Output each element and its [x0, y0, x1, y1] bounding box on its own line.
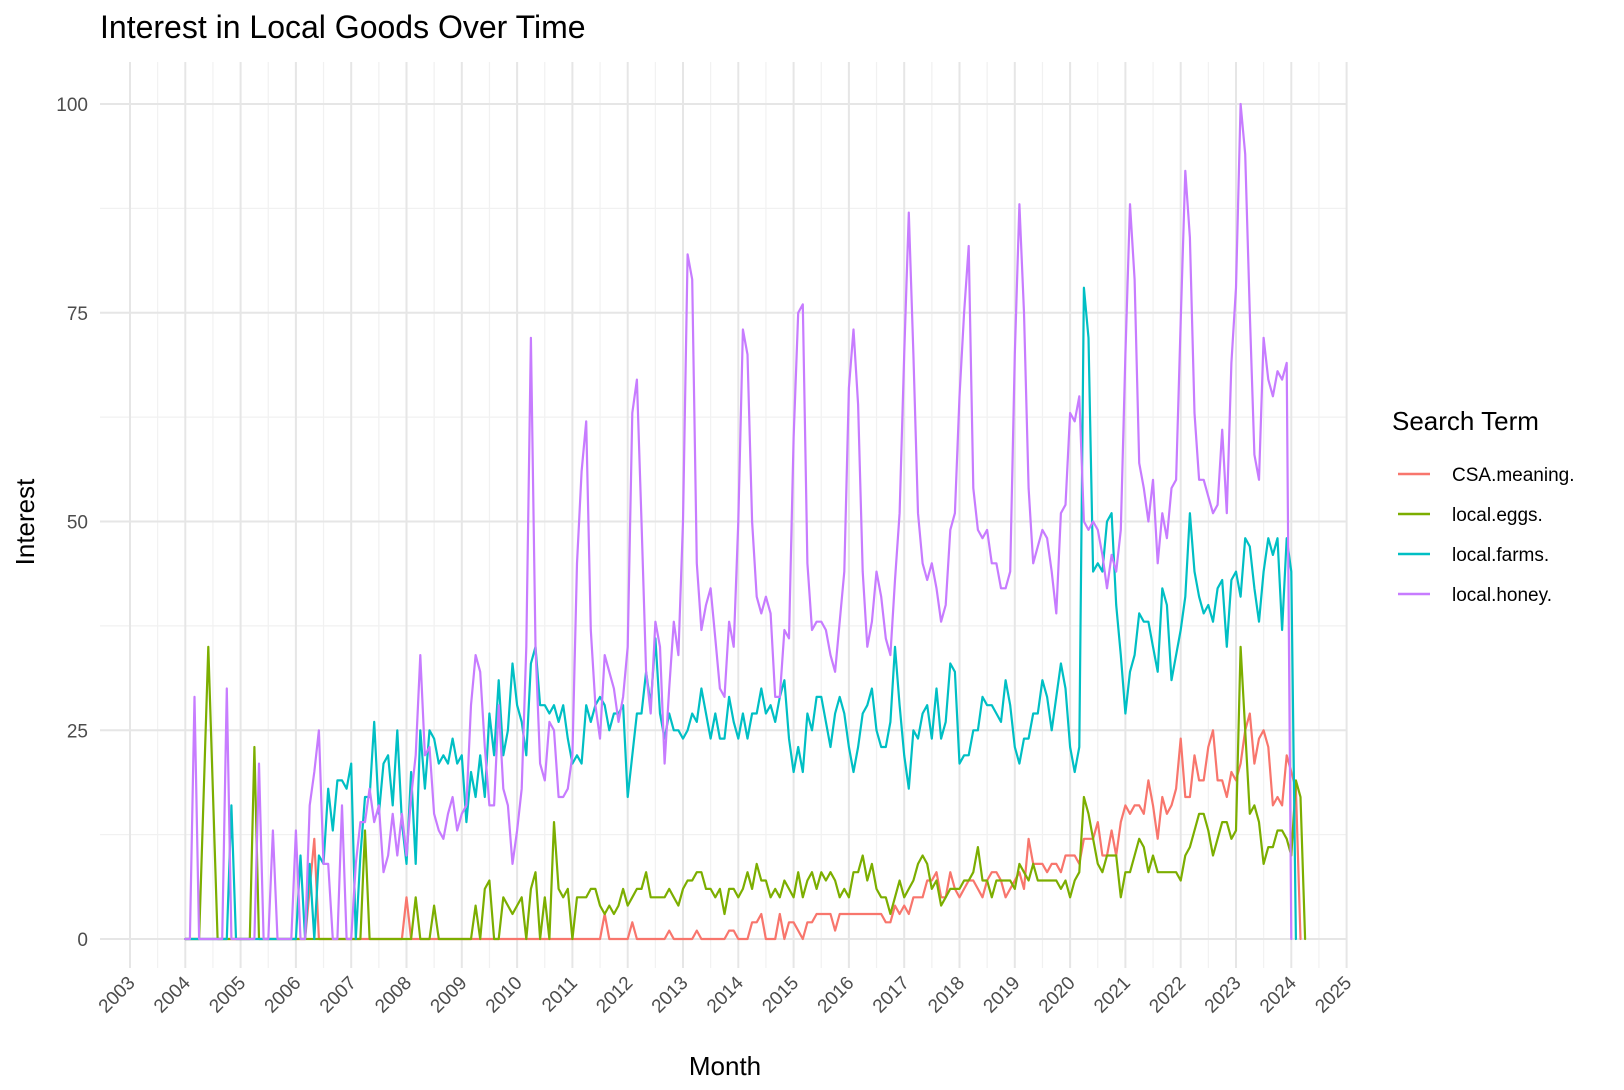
legend-label: local.farms.: [1452, 545, 1549, 566]
grid: [100, 62, 1348, 968]
x-tick-label: 2023: [1201, 973, 1246, 1018]
x-tick-label: 2016: [814, 973, 859, 1018]
series-lines: [184, 102, 1307, 941]
legend-label: CSA.meaning.: [1452, 465, 1575, 486]
series-line-local-farms: [184, 286, 1297, 941]
x-tick-label: 2021: [1090, 973, 1135, 1018]
series-line-local-honey: [184, 102, 1293, 941]
series-line-local-eggs: [184, 645, 1307, 941]
x-tick-label: 2010: [482, 973, 527, 1018]
y-tick-label: 100: [56, 95, 88, 116]
x-axis-title: Month: [689, 1051, 761, 1081]
x-tick-label: 2014: [703, 972, 748, 1017]
x-tick-label: 2022: [1145, 973, 1190, 1018]
x-tick-label: 2018: [924, 973, 969, 1018]
x-tick-label: 2020: [1035, 973, 1080, 1018]
legend-label: local.eggs.: [1452, 505, 1543, 526]
x-tick-label: 2013: [648, 973, 693, 1018]
y-axis-title: Interest: [10, 478, 40, 565]
x-tick-label: 2012: [592, 973, 637, 1018]
x-tick-label: 2024: [1256, 972, 1301, 1017]
series-line-csa-meaning: [184, 712, 1302, 941]
x-tick-label: 2015: [758, 973, 803, 1018]
x-tick-label: 2017: [869, 973, 914, 1018]
y-tick-label: 25: [67, 721, 88, 742]
y-axis-ticks: 0 25 50 75 100: [56, 95, 88, 951]
x-tick-label: 2019: [980, 973, 1025, 1018]
legend-title: Search Term: [1392, 406, 1539, 436]
x-tick-label: 2007: [316, 973, 361, 1018]
legend: Search Term CSA.meaning. local.eggs. local…: [1392, 406, 1575, 606]
chart-title: Interest in Local Goods Over Time: [100, 9, 586, 45]
legend-label: local.honey.: [1452, 585, 1552, 606]
x-tick-label: 2008: [371, 973, 416, 1018]
x-tick-label: 2025: [1311, 973, 1356, 1018]
legend-items: CSA.meaning. local.eggs. local.farms. local…: [1398, 465, 1575, 606]
x-tick-label: 2004: [150, 972, 195, 1017]
x-tick-label: 2006: [261, 973, 306, 1018]
x-tick-label: 2009: [427, 973, 472, 1018]
x-axis-ticks: 2003 2004 2005 2006 2007 2008 2009 2010 2011 2012…: [95, 972, 1356, 1017]
x-tick-label: 2003: [95, 973, 140, 1018]
y-tick-label: 0: [77, 930, 88, 951]
y-tick-label: 50: [67, 513, 88, 534]
x-tick-label: 2011: [538, 973, 582, 1017]
x-tick-label: 2005: [205, 973, 250, 1018]
y-tick-label: 75: [67, 304, 88, 325]
